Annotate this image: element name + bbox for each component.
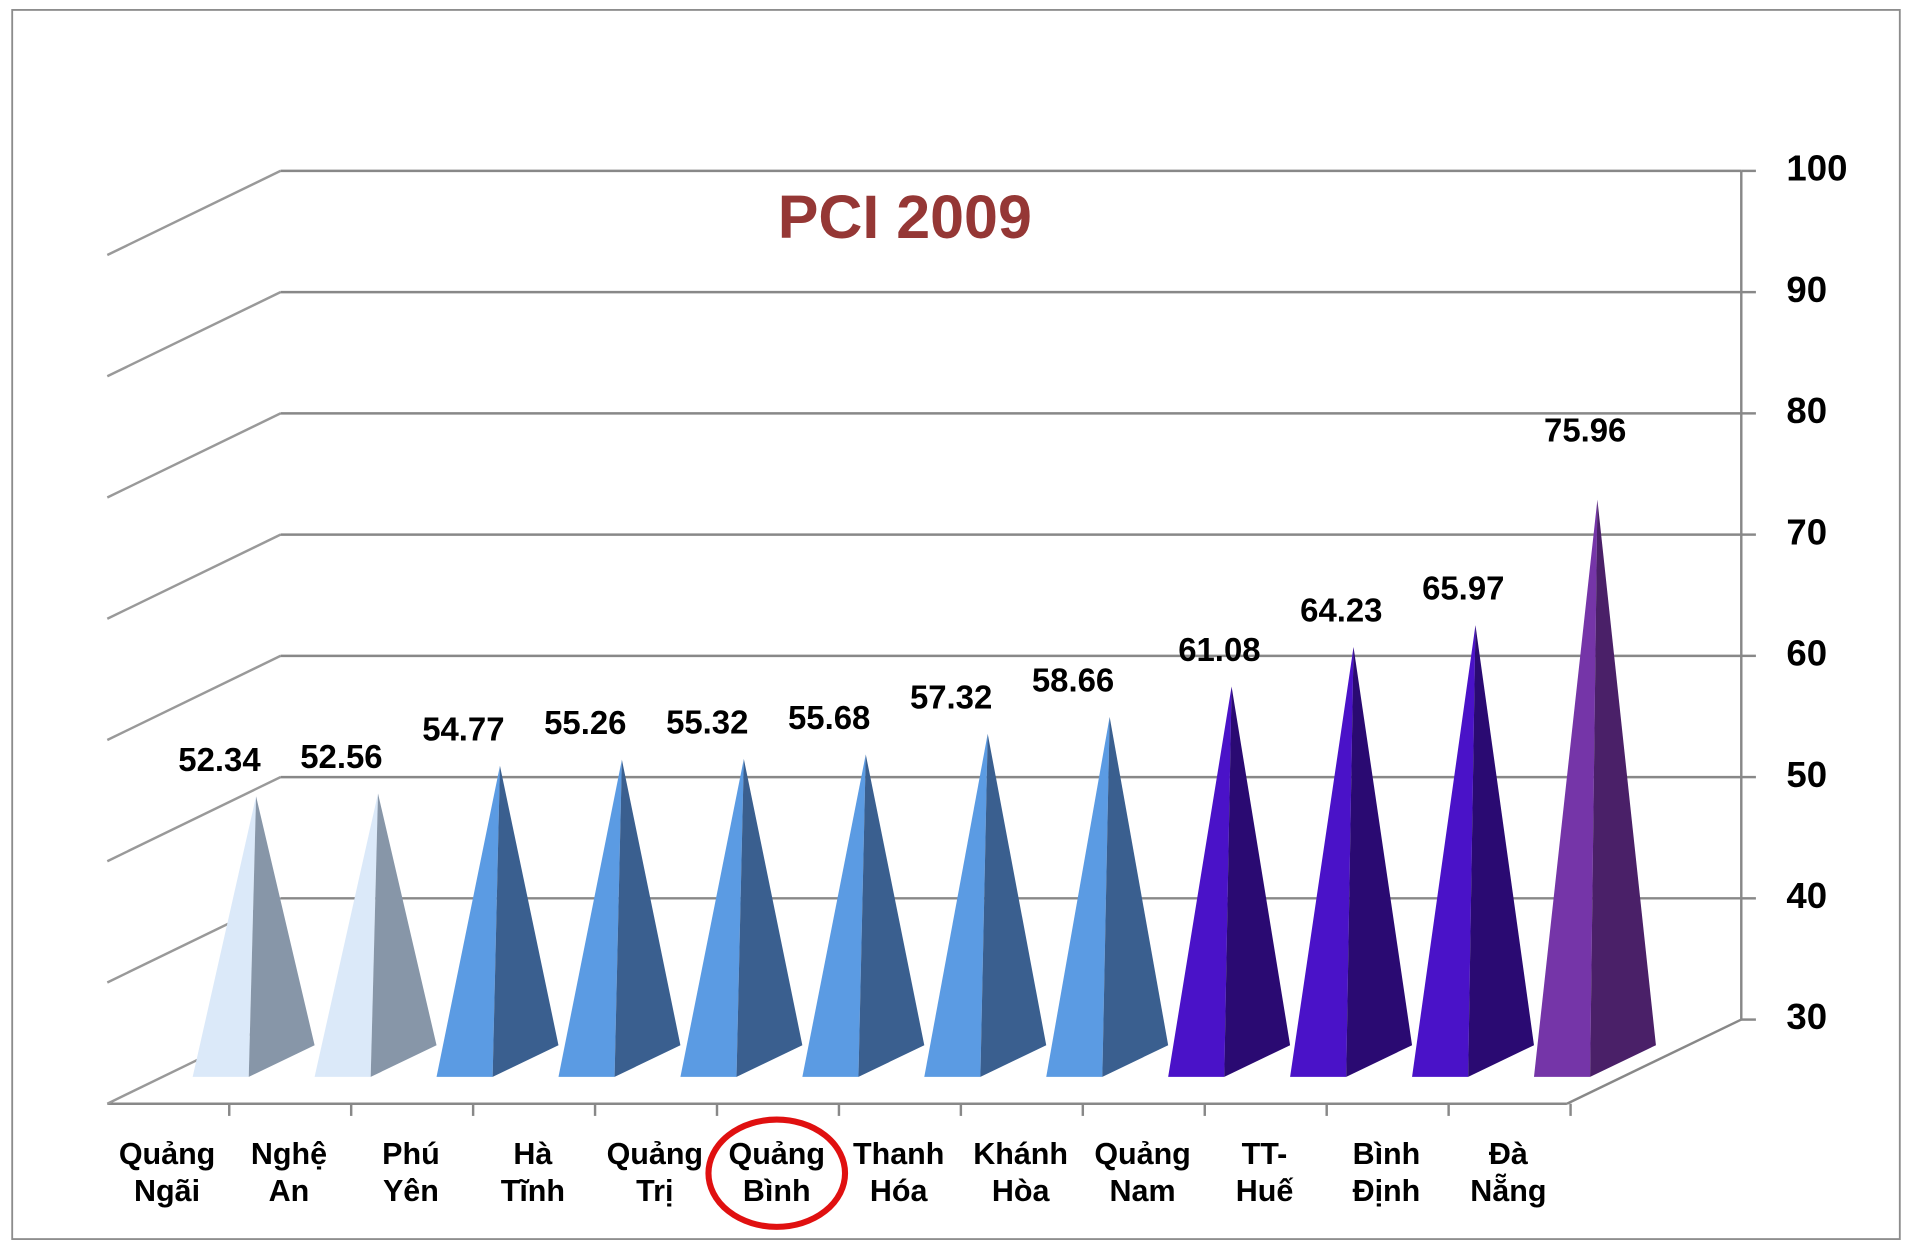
pyramid-shade: [614, 759, 681, 1077]
y-tick-label: 60: [1786, 633, 1827, 674]
side-grid-line: [106, 654, 281, 742]
x-tick-label: Thanh: [853, 1137, 944, 1171]
pyramid-shade: [858, 754, 925, 1077]
x-tick-label: Hà: [513, 1137, 553, 1171]
pyramid-shade: [492, 765, 559, 1077]
pyramid-face: [680, 758, 744, 1077]
data-label: 75.96: [1544, 411, 1626, 448]
pyramid-face: [558, 759, 622, 1077]
pyramid-shade: [248, 796, 315, 1077]
pyramid-face: [802, 754, 866, 1077]
floor-right: [1566, 1018, 1742, 1105]
data-label: 54.77: [422, 710, 504, 747]
data-label: 65.97: [1422, 570, 1504, 607]
pyramid-shade: [980, 733, 1047, 1077]
data-label: 58.66: [1032, 661, 1114, 698]
chart-title: PCI 2009: [778, 183, 1032, 251]
x-tick-label: Yên: [383, 1174, 439, 1208]
y-tick-label: 40: [1786, 875, 1827, 916]
y-tick-label: 50: [1786, 754, 1827, 795]
side-grid-line: [106, 533, 281, 620]
x-tick-label: Hóa: [870, 1174, 929, 1208]
y-tick-label: 90: [1786, 269, 1827, 310]
y-tick-label: 70: [1786, 511, 1827, 552]
data-label: 52.56: [300, 738, 382, 775]
pyramid-shade: [1590, 499, 1656, 1077]
pyramid-shade: [370, 793, 437, 1077]
x-tick-label: Trị: [636, 1174, 673, 1208]
x-tick-label: Đà: [1489, 1137, 1529, 1171]
pyramid-shade: [1468, 625, 1534, 1077]
x-tick-label: Quảng: [119, 1137, 215, 1171]
data-label: 61.08: [1178, 631, 1260, 668]
side-grid-line: [106, 412, 281, 499]
x-tick-label: Bình: [1353, 1137, 1421, 1171]
pyramid-shade: [1102, 716, 1169, 1077]
data-label: 55.32: [666, 703, 748, 740]
side-grid-line: [106, 169, 281, 257]
x-tick-label: Khánh: [973, 1137, 1068, 1171]
pyramid-face: [314, 793, 379, 1077]
side-grid-line: [106, 291, 281, 378]
x-tick-label: Quảng: [729, 1137, 825, 1171]
data-label: 55.26: [544, 704, 626, 741]
highlight-circle: [705, 1116, 849, 1230]
pyramid-shade: [736, 758, 803, 1077]
side-grid-line: [106, 776, 281, 863]
pyramid-face: [1168, 686, 1232, 1077]
x-tick-label: Huế: [1236, 1174, 1294, 1208]
x-tick-label: Nghệ: [251, 1137, 327, 1171]
x-tick-label: Quảng: [607, 1137, 703, 1171]
data-label: 57.32: [910, 678, 992, 715]
data-label: 52.34: [178, 741, 261, 778]
pyramid-face: [1290, 646, 1354, 1077]
x-tick-label: Phú: [382, 1137, 440, 1171]
x-tick-label: Nam: [1110, 1174, 1176, 1208]
x-tick-label: Ngãi: [134, 1174, 200, 1208]
pyramid-shade: [1346, 646, 1413, 1077]
data-label: 64.23: [1300, 592, 1382, 629]
x-tick-label: Tĩnh: [501, 1174, 565, 1208]
pyramid-shade: [1224, 686, 1291, 1077]
y-tick-label: 80: [1786, 390, 1827, 431]
pyramid-face: [1412, 625, 1476, 1077]
y-tick-label: 100: [1786, 148, 1847, 189]
x-tick-label: Quảng: [1094, 1137, 1190, 1171]
data-label: 55.68: [788, 699, 870, 736]
x-tick-label: An: [269, 1174, 310, 1208]
x-tick-label: TT-: [1242, 1137, 1288, 1171]
y-tick-label: 30: [1786, 996, 1827, 1037]
x-tick-label: Nẵng: [1470, 1172, 1546, 1208]
x-tick-label: Bình: [743, 1174, 811, 1208]
x-tick-label: Hòa: [992, 1174, 1051, 1208]
pyramid-face: [192, 796, 257, 1077]
pyramid-face: [1533, 499, 1598, 1077]
x-tick-label: Định: [1353, 1174, 1421, 1208]
